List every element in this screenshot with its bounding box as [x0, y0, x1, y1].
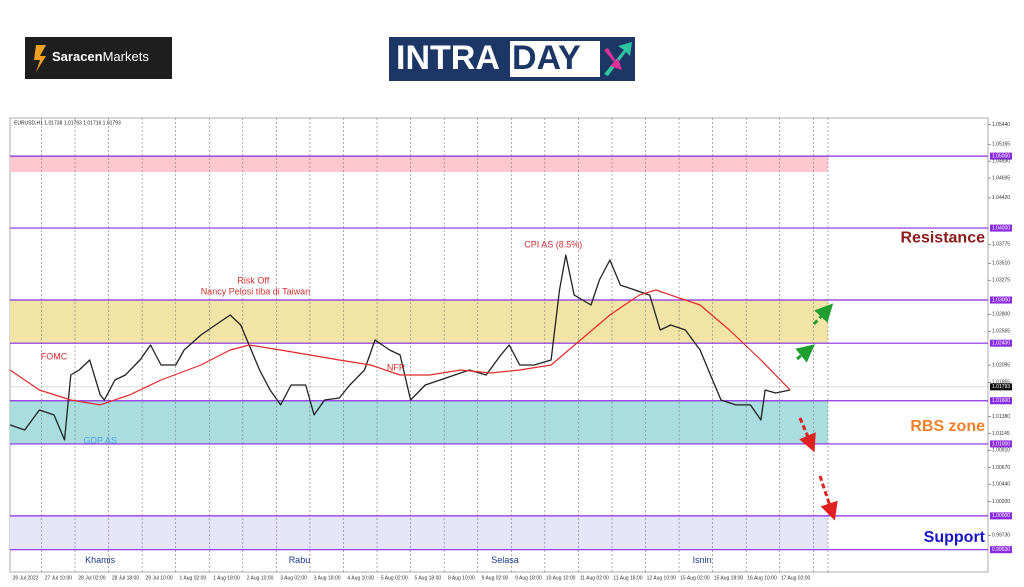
y-tick-label: 1.01145 — [992, 431, 1010, 437]
x-tick-label: 9 Aug 02:00 — [482, 575, 509, 581]
annotation: CPI AS (8.5%) — [524, 239, 582, 249]
brand-name: SaracenMarkets — [52, 49, 149, 64]
y-tick-label: 0.99730 — [992, 533, 1010, 539]
x-tick-label: 17 Aug 02:00 — [781, 575, 811, 581]
annotation: Isnin — [693, 555, 712, 565]
x-tick-label: 3 Aug 18:00 — [314, 575, 341, 581]
x-tick-label: 1 Aug 18:00 — [213, 575, 240, 581]
annotation: Nancy Pelosi tiba di Taiwan — [201, 286, 310, 296]
annotation: Khamis — [85, 555, 116, 565]
arrow-up — [795, 344, 815, 363]
x-tick-label: 29 Jul 10:00 — [145, 575, 172, 581]
level-badge — [990, 296, 1012, 304]
arrow-down — [818, 475, 838, 521]
level-badge — [990, 512, 1012, 520]
zone-label: Support — [924, 529, 986, 546]
y-tick-label: 1.03510 — [992, 261, 1010, 267]
x-tick-label: 16 Aug 10:00 — [747, 575, 777, 581]
zone — [10, 515, 828, 550]
level-badge — [990, 440, 1012, 448]
price-line — [9, 254, 791, 441]
x-tick-label: 2 Aug 10:00 — [247, 575, 274, 581]
level-label: 0.99530 — [992, 547, 1010, 553]
zone — [10, 156, 828, 172]
level-badge — [990, 339, 1012, 347]
x-tick-label: 3 Aug 02:00 — [280, 575, 307, 581]
level-label: 1.00000 — [992, 513, 1010, 519]
zone-label: Resistance — [901, 229, 986, 246]
x-tick-label: 5 Aug 18:00 — [414, 575, 441, 581]
y-tick-label: 1.05440 — [992, 122, 1010, 128]
x-tick-label: 11 Aug 02:00 — [580, 575, 609, 581]
x-tick-label: 27 Jul 10:00 — [45, 575, 72, 581]
y-tick-label: 1.02800 — [992, 312, 1010, 318]
y-tick-label: 1.00910 — [992, 448, 1010, 454]
brand-bold: Saracen — [52, 49, 103, 64]
title-a: INTRA — [396, 39, 500, 77]
level-label: 1.01000 — [992, 441, 1010, 447]
y-tick-label: 1.01380 — [992, 414, 1010, 420]
level-label: 1.05000 — [992, 153, 1010, 159]
y-tick-label: 1.00440 — [992, 482, 1010, 488]
zone — [10, 300, 828, 344]
y-tick-label: 1.03775 — [992, 242, 1010, 248]
x-tick-label: 1 Aug 02:00 — [180, 575, 207, 581]
level-label: 1.04000 — [992, 225, 1010, 231]
current-price-label: 1.01793 — [992, 384, 1010, 390]
annotation: FOMC — [41, 351, 68, 361]
arrow-down — [798, 417, 816, 453]
y-tick-label: 1.05165 — [992, 142, 1010, 148]
brand-light: Markets — [103, 49, 150, 64]
annotation: GDP AS — [84, 435, 117, 445]
level-badge — [990, 546, 1012, 554]
y-tick-label: 1.02095 — [992, 362, 1010, 368]
brand-icon — [34, 45, 46, 72]
x-tick-label: 26 Jul 2022 — [13, 575, 39, 581]
y-tick-label: 1.01855 — [992, 380, 1010, 386]
plot-area — [9, 117, 989, 573]
level-badge — [990, 224, 1012, 232]
symbol-info: EURUSD,H1 1.01738 1.01793 1.01716 1.0179… — [14, 120, 121, 126]
annotation: Rabu — [289, 555, 311, 565]
level-label: 1.02400 — [992, 341, 1010, 347]
x-tick-label: 15 Aug 02:00 — [680, 575, 710, 581]
arrow-up — [812, 303, 834, 326]
title-icon-down — [604, 48, 622, 70]
y-tick-label: 1.03275 — [992, 278, 1010, 284]
title-highlight — [510, 41, 600, 77]
x-tick-label: 15 Aug 18:00 — [714, 575, 744, 581]
y-tick-label: 1.04420 — [992, 195, 1010, 201]
title-b: DAY — [512, 39, 581, 77]
x-tick-label: 28 Jul 02:00 — [78, 575, 105, 581]
level-label: 1.03000 — [992, 297, 1010, 303]
x-tick-label: 8 Aug 10:00 — [448, 575, 475, 581]
x-tick-label: 4 Aug 10:00 — [347, 575, 374, 581]
current-price-badge — [990, 383, 1012, 391]
x-tick-label: 5 Aug 02:00 — [381, 575, 408, 581]
y-tick-label: 1.04930 — [992, 158, 1010, 164]
level-label: 1.01600 — [992, 398, 1010, 404]
x-tick-label: 28 Jul 18:00 — [112, 575, 139, 581]
level-badge — [990, 152, 1012, 160]
annotation: Selasa — [491, 555, 519, 565]
x-tick-label: 10 Aug 10:00 — [546, 575, 576, 581]
x-tick-label: 9 Aug 18:00 — [515, 575, 542, 581]
zone — [10, 400, 828, 444]
annotation: NFP — [387, 362, 405, 372]
y-tick-label: 1.00670 — [992, 465, 1010, 471]
y-tick-label: 1.04695 — [992, 175, 1010, 181]
zone-label: RBS zone — [910, 418, 985, 435]
level-badge — [990, 397, 1012, 405]
annotation: Risk Off — [237, 275, 269, 285]
brand-logo — [25, 37, 172, 79]
y-tick-label: 1.00200 — [992, 499, 1010, 505]
x-tick-label: 11 Aug 18:00 — [613, 575, 642, 581]
y-tick-label: 1.02565 — [992, 329, 1010, 335]
x-tick-label: 12 Aug 10:00 — [647, 575, 677, 581]
moving-average-line — [9, 289, 791, 406]
